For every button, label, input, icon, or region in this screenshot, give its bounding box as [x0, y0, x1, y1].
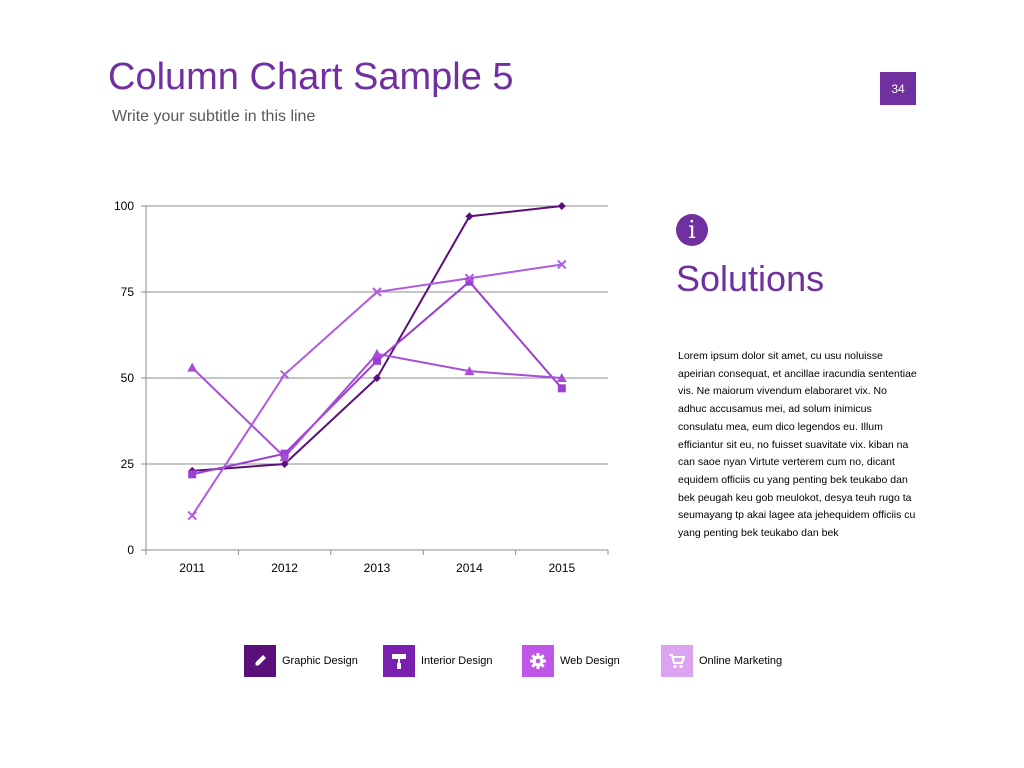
- data-point: [464, 366, 475, 376]
- data-point: [279, 369, 290, 380]
- data-point: [557, 202, 566, 210]
- y-tick-label: 50: [121, 371, 135, 385]
- paint-roller-icon: [383, 645, 415, 677]
- series-line: [191, 263, 562, 517]
- x-tick-label: 2013: [364, 561, 391, 575]
- slide-subtitle: Write your subtitle in this line: [112, 108, 316, 125]
- legend-item-web-design: Web Design: [522, 645, 620, 677]
- data-point: [372, 348, 382, 358]
- data-point: [188, 470, 197, 479]
- info-icon: i: [676, 214, 708, 246]
- data-point: [465, 277, 474, 286]
- x-tick-label: 2014: [456, 561, 483, 575]
- line-chart: 0 25 50 75 100 2011 2012 2013 2014 2015: [114, 199, 609, 575]
- legend-label: Online Marketing: [699, 655, 783, 667]
- y-tick-label: 0: [127, 543, 134, 557]
- y-tick-label: 25: [121, 457, 135, 471]
- data-point: [280, 460, 289, 468]
- data-point: [187, 510, 197, 521]
- y-tick-label: 75: [121, 285, 135, 299]
- legend-label: Web Design: [560, 655, 620, 667]
- series-line: [191, 352, 562, 459]
- side-body-text: Lorem ipsum dolor sit amet, cu usu nolui…: [678, 350, 917, 540]
- data-point: [373, 374, 381, 382]
- x-tick-label: 2012: [271, 561, 298, 575]
- shopping-cart-icon: [661, 645, 693, 677]
- legend-item-interior-design: Interior Design: [383, 645, 493, 677]
- data-point: [279, 452, 290, 462]
- legend-item-graphic-design: Graphic Design: [244, 645, 358, 677]
- data-point: [557, 259, 567, 270]
- data-point: [187, 362, 198, 372]
- data-point: [557, 384, 566, 393]
- legend-label: Interior Design: [421, 655, 493, 667]
- legend-label: Graphic Design: [282, 655, 358, 667]
- data-point: [373, 356, 381, 365]
- gear-icon: [522, 645, 554, 677]
- slide-title: Column Chart Sample 5: [108, 56, 514, 98]
- pencil-icon: [244, 645, 276, 677]
- side-heading: Solutions: [676, 258, 825, 299]
- data-point: [556, 373, 567, 382]
- x-tick-label: 2011: [179, 561, 205, 575]
- page-number-badge: 34: [880, 72, 916, 105]
- x-tick-label: 2015: [548, 561, 575, 575]
- data-point: [465, 212, 474, 221]
- data-point: [372, 287, 382, 297]
- y-tick-label: 100: [114, 199, 134, 213]
- data-point: [464, 273, 475, 283]
- legend-item-online-marketing: Online Marketing: [661, 645, 782, 677]
